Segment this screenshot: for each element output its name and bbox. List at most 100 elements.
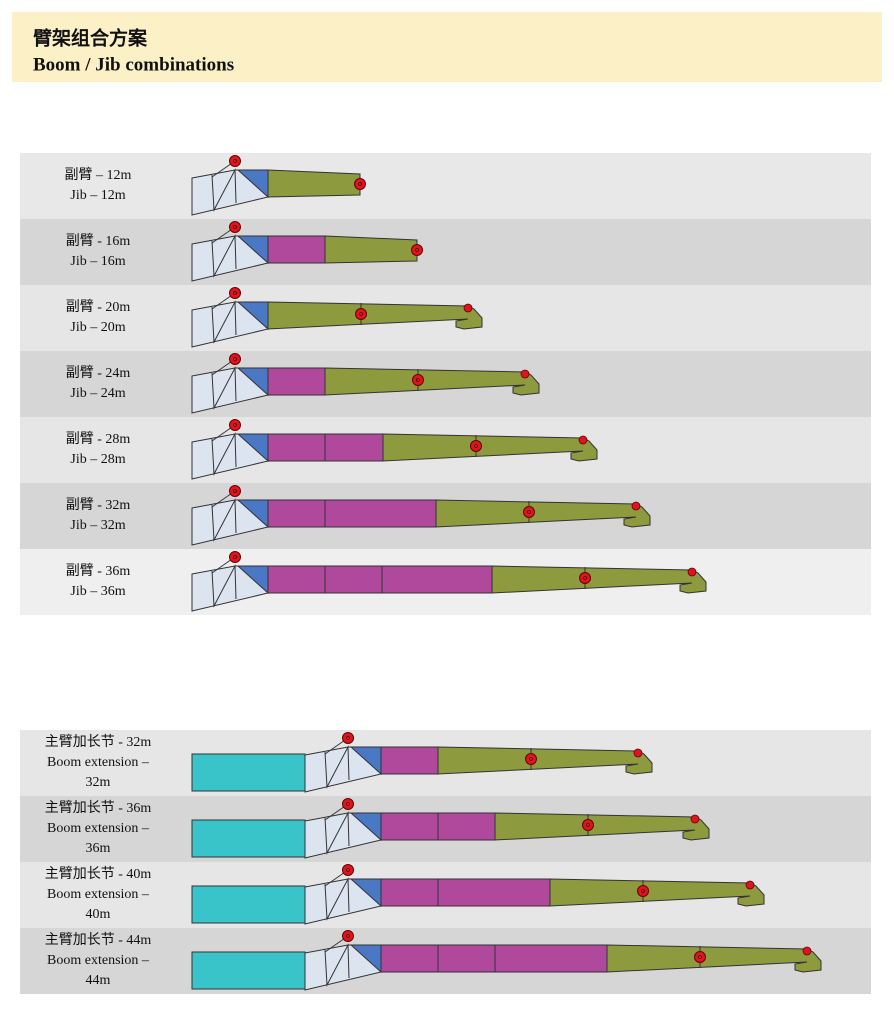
pin (411, 244, 423, 256)
row-label: Boom extension – (47, 821, 150, 836)
pin (229, 551, 241, 563)
pin (525, 753, 537, 765)
pin (579, 572, 591, 584)
pin-dot (415, 248, 419, 252)
pin-dot (346, 802, 350, 806)
pin-dot (346, 868, 350, 872)
lattice-web (211, 564, 237, 608)
title: 臂架组合方案 (33, 27, 148, 50)
jib-insert (267, 499, 326, 528)
pin (342, 732, 354, 744)
jib-insert (437, 944, 496, 973)
subtitle: Boom / Jib combinations (33, 54, 234, 75)
tip-sheave (520, 369, 530, 379)
row-bg (20, 153, 871, 219)
row-bg (20, 219, 871, 285)
row-label: 副臂 - 24m (66, 365, 131, 381)
pin-dot (233, 357, 237, 361)
tip-sheave (690, 814, 700, 824)
tip-sheave (463, 303, 473, 313)
pin (229, 353, 241, 365)
jib-insert (267, 565, 326, 594)
row-label: 副臂 – 12m (65, 167, 132, 183)
pin (229, 287, 241, 299)
jib-insert (380, 812, 439, 841)
pin (342, 864, 354, 876)
row-label: 44m (86, 973, 111, 988)
jib-insert (494, 944, 608, 973)
row-label: 40m (86, 907, 111, 922)
boom-extension (191, 753, 306, 792)
jib-insert (324, 499, 437, 528)
lattice-web (324, 943, 350, 987)
jib-insert (381, 565, 493, 594)
tip-sheave (745, 880, 755, 890)
row-label: Boom extension – (47, 755, 150, 770)
pin-dot (529, 757, 533, 761)
pin-dot (233, 489, 237, 493)
jib-insert (267, 367, 326, 396)
pin-dot (474, 444, 478, 448)
jib-insert (437, 878, 551, 907)
row-label: 32m (86, 775, 111, 790)
pin-dot (359, 312, 363, 316)
tip-sheave (802, 946, 812, 956)
row-label: Jib – 36m (70, 584, 125, 599)
row-label: 副臂 - 36m (66, 563, 131, 579)
row-label: 副臂 - 16m (66, 233, 131, 249)
pin-dot (586, 823, 590, 827)
row-label: 主臂加长节 - 40m (45, 866, 152, 882)
lattice-web (211, 234, 237, 278)
pin (229, 419, 241, 431)
pin-dot (698, 955, 702, 959)
row-label: Jib – 12m (70, 188, 125, 203)
row-label: 主臂加长节 - 44m (45, 932, 152, 948)
lattice-web (211, 432, 237, 476)
pin-dot (233, 291, 237, 295)
pin (342, 798, 354, 810)
boom-extension (191, 819, 306, 858)
pin (229, 221, 241, 233)
jib-insert (324, 433, 384, 462)
pin-dot (346, 934, 350, 938)
pin (523, 506, 535, 518)
row-label: Jib – 16m (70, 254, 125, 269)
row-label: 副臂 - 32m (66, 497, 131, 513)
jib-insert (380, 746, 439, 775)
lattice-web (324, 877, 350, 921)
row-label: 主臂加长节 - 36m (45, 800, 152, 816)
header-band (12, 12, 882, 82)
pin-dot (346, 736, 350, 740)
pin (694, 951, 706, 963)
jib-tip (324, 235, 418, 264)
pin (412, 374, 424, 386)
lattice-web (324, 745, 350, 789)
row-label: 副臂 - 20m (66, 299, 131, 315)
pin-dot (233, 225, 237, 229)
jib-insert (380, 944, 439, 973)
pin-dot (527, 510, 531, 514)
pin-dot (358, 182, 362, 186)
pin (342, 930, 354, 942)
tip-sheave (578, 435, 588, 445)
row-label: Jib – 24m (70, 386, 125, 401)
row-label: 36m (86, 841, 111, 856)
jib-insert (380, 878, 439, 907)
jib-insert (324, 565, 383, 594)
boom-extension (191, 885, 306, 924)
row-label: 副臂 - 28m (66, 431, 131, 447)
row-label: Boom extension – (47, 887, 150, 902)
pin-dot (583, 576, 587, 580)
lattice-web (324, 811, 350, 855)
jib-tip (267, 169, 361, 198)
tip-sheave (687, 567, 697, 577)
tip-sheave (633, 748, 643, 758)
pin (355, 308, 367, 320)
boom-extension (191, 951, 306, 990)
pin-dot (233, 159, 237, 163)
pin (229, 155, 241, 167)
tip-sheave (631, 501, 641, 511)
row-label: Jib – 32m (70, 518, 125, 533)
lattice-web (211, 168, 237, 212)
